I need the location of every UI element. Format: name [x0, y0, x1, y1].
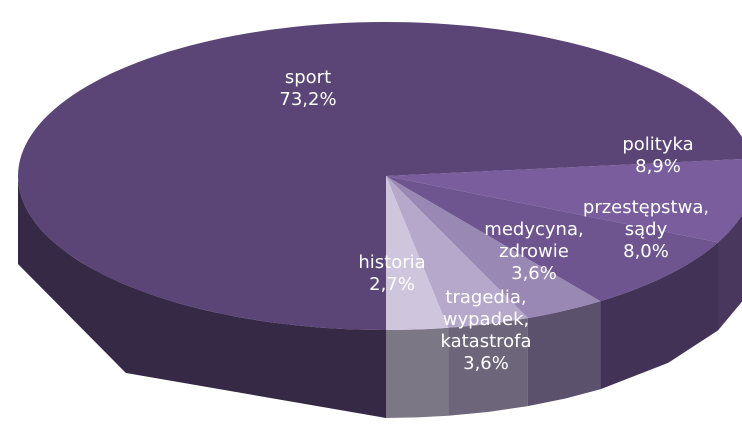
- slice: [386, 176, 601, 319]
- slice-label: historia: [358, 252, 425, 273]
- slice-side: [18, 176, 386, 418]
- slice-side: [718, 214, 742, 331]
- slice-side-shade: [600, 242, 718, 390]
- slice-side-shade: [718, 214, 742, 331]
- slice: [386, 176, 718, 302]
- value-label: 3,6%: [463, 353, 509, 374]
- slice-side-shade: [386, 327, 449, 418]
- value-label: 2,7%: [369, 274, 415, 295]
- slice: [386, 159, 742, 243]
- slice-label: przestępstwa, sądy: [583, 197, 709, 240]
- value-label: 3,6%: [511, 263, 557, 284]
- slice-side-shade: [527, 301, 601, 407]
- slice-label: tragedia, wypadek, katastrofa: [440, 287, 531, 352]
- value-label: 8,0%: [623, 241, 669, 262]
- slice-side: [527, 301, 601, 407]
- slice: [386, 176, 528, 328]
- slice-side-shade: [448, 318, 528, 416]
- slice-label: sport: [285, 67, 331, 88]
- slice-label: polityka: [622, 134, 693, 155]
- slice-side: [386, 327, 449, 418]
- slice-side-shade: [18, 176, 386, 418]
- slice-side: [600, 242, 718, 390]
- value-label: 73,2%: [279, 89, 336, 110]
- slice-side: [448, 318, 528, 416]
- slice-label: medycyna, zdrowie: [484, 219, 583, 262]
- slice: [18, 22, 742, 330]
- slice: [386, 176, 449, 330]
- value-label: 8,9%: [635, 156, 681, 177]
